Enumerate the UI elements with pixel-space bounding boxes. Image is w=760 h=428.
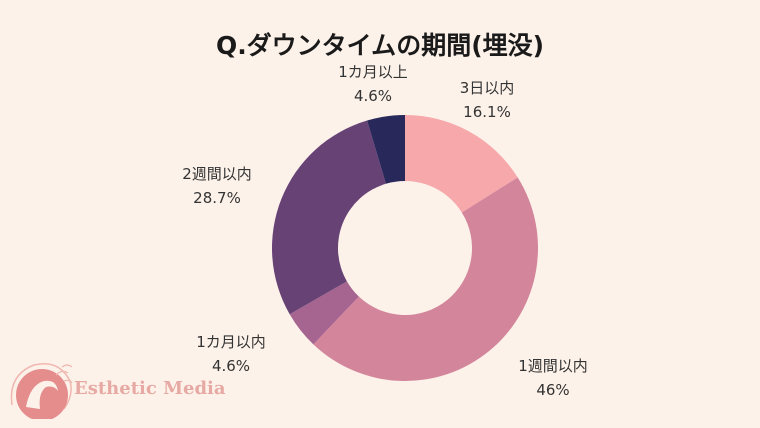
slice-category: 1週間以内	[518, 357, 588, 375]
slice-value: 4.6%	[211, 357, 251, 375]
slice-value: 28.7%	[193, 189, 241, 207]
logo-text: Esthetic Media	[74, 378, 226, 399]
slice-1	[405, 115, 518, 213]
slice-3	[289, 281, 359, 345]
slice-category: 2週間以内	[182, 165, 252, 183]
slice-label-3: 1カ月以内 4.6%	[196, 330, 266, 378]
slice-label-4: 2週間以内 28.7%	[182, 162, 252, 210]
slice-label-2: 1週間以内 46%	[518, 354, 588, 402]
slice-value: 16.1%	[463, 103, 511, 121]
slice-5	[367, 115, 405, 184]
slice-value: 46%	[536, 381, 570, 399]
slice-value: 4.6%	[353, 87, 393, 105]
slice-category: 1カ月以上	[338, 63, 408, 81]
chart-title: Q.ダウンタイムの期間(埋没)	[215, 31, 545, 60]
slice-4	[272, 120, 386, 315]
slice-category: 1カ月以内	[196, 333, 266, 351]
slice-label-1: 3日以内 16.1%	[460, 76, 515, 124]
slice-label-5: 1カ月以上 4.6%	[338, 60, 408, 108]
slice-category: 3日以内	[459, 79, 515, 97]
esthetic-media-logo-icon	[10, 363, 73, 419]
slice-2	[313, 177, 538, 382]
